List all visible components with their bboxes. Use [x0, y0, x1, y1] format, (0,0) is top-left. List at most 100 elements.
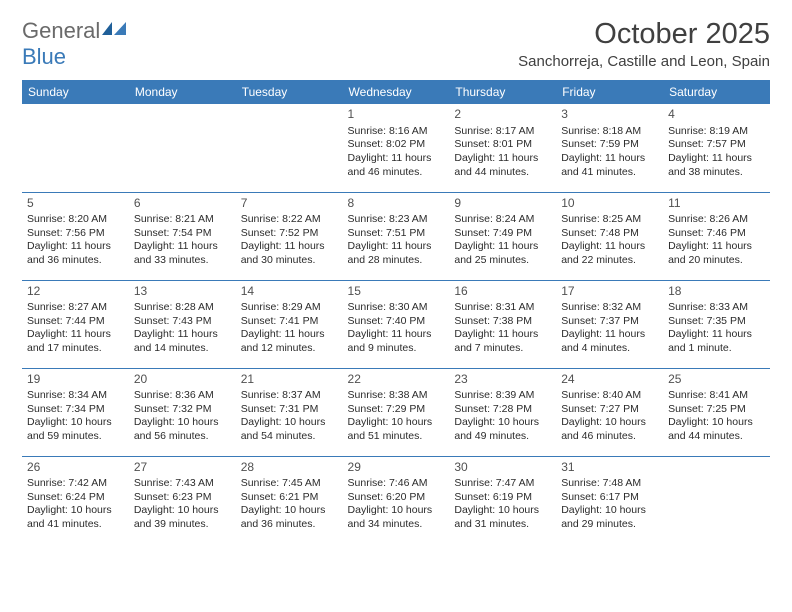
location-subtitle: Sanchorreja, Castille and Leon, Spain [518, 53, 770, 70]
day-number: 7 [241, 196, 338, 212]
calendar-day-cell: 2Sunrise: 8:17 AMSunset: 8:01 PMDaylight… [449, 104, 556, 192]
calendar-day-cell: 30Sunrise: 7:47 AMSunset: 6:19 PMDayligh… [449, 456, 556, 544]
month-title: October 2025 [518, 18, 770, 51]
day-number: 29 [348, 460, 445, 476]
sunset-line: Sunset: 7:25 PM [668, 403, 765, 417]
calendar-week-row: 12Sunrise: 8:27 AMSunset: 7:44 PMDayligh… [22, 280, 770, 368]
sunrise-line: Sunrise: 8:38 AM [348, 389, 445, 403]
sunset-line: Sunset: 7:54 PM [134, 227, 231, 241]
sunrise-line: Sunrise: 7:42 AM [27, 477, 124, 491]
calendar-day-cell: 4Sunrise: 8:19 AMSunset: 7:57 PMDaylight… [663, 104, 770, 192]
sunset-line: Sunset: 7:32 PM [134, 403, 231, 417]
sunset-line: Sunset: 7:46 PM [668, 227, 765, 241]
calendar-day-cell: 24Sunrise: 8:40 AMSunset: 7:27 PMDayligh… [556, 368, 663, 456]
daylight-line: Daylight: 11 hours and 17 minutes. [27, 328, 124, 355]
daylight-line: Daylight: 11 hours and 30 minutes. [241, 240, 338, 267]
day-number: 16 [454, 284, 551, 300]
sunrise-line: Sunrise: 8:19 AM [668, 125, 765, 139]
sunset-line: Sunset: 7:41 PM [241, 315, 338, 329]
sunset-line: Sunset: 7:40 PM [348, 315, 445, 329]
daylight-line: Daylight: 11 hours and 33 minutes. [134, 240, 231, 267]
day-number: 27 [134, 460, 231, 476]
daylight-line: Daylight: 11 hours and 36 minutes. [27, 240, 124, 267]
calendar-day-cell: 15Sunrise: 8:30 AMSunset: 7:40 PMDayligh… [343, 280, 450, 368]
sunrise-line: Sunrise: 8:36 AM [134, 389, 231, 403]
day-header: Saturday [663, 80, 770, 104]
calendar-day-cell: 22Sunrise: 8:38 AMSunset: 7:29 PMDayligh… [343, 368, 450, 456]
logo-text: General Blue [22, 18, 128, 70]
daylight-line: Daylight: 11 hours and 46 minutes. [348, 152, 445, 179]
calendar-table: SundayMondayTuesdayWednesdayThursdayFrid… [22, 80, 770, 544]
daylight-line: Daylight: 10 hours and 31 minutes. [454, 504, 551, 531]
calendar-day-cell: 26Sunrise: 7:42 AMSunset: 6:24 PMDayligh… [22, 456, 129, 544]
sunrise-line: Sunrise: 8:26 AM [668, 213, 765, 227]
daylight-line: Daylight: 11 hours and 12 minutes. [241, 328, 338, 355]
sunrise-line: Sunrise: 7:48 AM [561, 477, 658, 491]
day-number: 28 [241, 460, 338, 476]
day-number: 26 [27, 460, 124, 476]
calendar-day-cell: 12Sunrise: 8:27 AMSunset: 7:44 PMDayligh… [22, 280, 129, 368]
calendar-empty-cell [129, 104, 236, 192]
daylight-line: Daylight: 10 hours and 56 minutes. [134, 416, 231, 443]
daylight-line: Daylight: 10 hours and 51 minutes. [348, 416, 445, 443]
daylight-line: Daylight: 11 hours and 9 minutes. [348, 328, 445, 355]
calendar-day-cell: 7Sunrise: 8:22 AMSunset: 7:52 PMDaylight… [236, 192, 343, 280]
sunset-line: Sunset: 7:27 PM [561, 403, 658, 417]
daylight-line: Daylight: 11 hours and 14 minutes. [134, 328, 231, 355]
calendar-day-cell: 16Sunrise: 8:31 AMSunset: 7:38 PMDayligh… [449, 280, 556, 368]
sunset-line: Sunset: 6:20 PM [348, 491, 445, 505]
day-header: Friday [556, 80, 663, 104]
sunset-line: Sunset: 7:57 PM [668, 138, 765, 152]
sunrise-line: Sunrise: 8:33 AM [668, 301, 765, 315]
day-number: 19 [27, 372, 124, 388]
calendar-day-cell: 20Sunrise: 8:36 AMSunset: 7:32 PMDayligh… [129, 368, 236, 456]
sunset-line: Sunset: 7:43 PM [134, 315, 231, 329]
sunrise-line: Sunrise: 8:37 AM [241, 389, 338, 403]
calendar-empty-cell [236, 104, 343, 192]
sunrise-line: Sunrise: 8:32 AM [561, 301, 658, 315]
calendar-day-cell: 29Sunrise: 7:46 AMSunset: 6:20 PMDayligh… [343, 456, 450, 544]
sunset-line: Sunset: 7:31 PM [241, 403, 338, 417]
calendar-day-cell: 3Sunrise: 8:18 AMSunset: 7:59 PMDaylight… [556, 104, 663, 192]
daylight-line: Daylight: 11 hours and 41 minutes. [561, 152, 658, 179]
daylight-line: Daylight: 10 hours and 36 minutes. [241, 504, 338, 531]
sunset-line: Sunset: 7:56 PM [27, 227, 124, 241]
sunrise-line: Sunrise: 8:17 AM [454, 125, 551, 139]
sunrise-line: Sunrise: 8:39 AM [454, 389, 551, 403]
sunset-line: Sunset: 7:37 PM [561, 315, 658, 329]
sunrise-line: Sunrise: 8:40 AM [561, 389, 658, 403]
sunrise-line: Sunrise: 7:47 AM [454, 477, 551, 491]
calendar-day-cell: 5Sunrise: 8:20 AMSunset: 7:56 PMDaylight… [22, 192, 129, 280]
calendar-day-cell: 13Sunrise: 8:28 AMSunset: 7:43 PMDayligh… [129, 280, 236, 368]
logo-word1: General [22, 18, 100, 43]
daylight-line: Daylight: 11 hours and 1 minute. [668, 328, 765, 355]
day-header: Thursday [449, 80, 556, 104]
sunset-line: Sunset: 7:51 PM [348, 227, 445, 241]
daylight-line: Daylight: 10 hours and 49 minutes. [454, 416, 551, 443]
calendar-day-cell: 17Sunrise: 8:32 AMSunset: 7:37 PMDayligh… [556, 280, 663, 368]
daylight-line: Daylight: 10 hours and 44 minutes. [668, 416, 765, 443]
day-number: 1 [348, 107, 445, 123]
day-number: 23 [454, 372, 551, 388]
daylight-line: Daylight: 10 hours and 46 minutes. [561, 416, 658, 443]
calendar-day-cell: 6Sunrise: 8:21 AMSunset: 7:54 PMDaylight… [129, 192, 236, 280]
calendar-day-cell: 18Sunrise: 8:33 AMSunset: 7:35 PMDayligh… [663, 280, 770, 368]
daylight-line: Daylight: 10 hours and 54 minutes. [241, 416, 338, 443]
daylight-line: Daylight: 10 hours and 39 minutes. [134, 504, 231, 531]
day-number: 17 [561, 284, 658, 300]
day-number: 31 [561, 460, 658, 476]
sunset-line: Sunset: 7:28 PM [454, 403, 551, 417]
sunrise-line: Sunrise: 8:24 AM [454, 213, 551, 227]
sunset-line: Sunset: 7:59 PM [561, 138, 658, 152]
daylight-line: Daylight: 11 hours and 44 minutes. [454, 152, 551, 179]
calendar-day-cell: 10Sunrise: 8:25 AMSunset: 7:48 PMDayligh… [556, 192, 663, 280]
daylight-line: Daylight: 11 hours and 20 minutes. [668, 240, 765, 267]
day-number: 11 [668, 196, 765, 212]
calendar-day-cell: 25Sunrise: 8:41 AMSunset: 7:25 PMDayligh… [663, 368, 770, 456]
calendar-day-cell: 9Sunrise: 8:24 AMSunset: 7:49 PMDaylight… [449, 192, 556, 280]
calendar-day-cell: 8Sunrise: 8:23 AMSunset: 7:51 PMDaylight… [343, 192, 450, 280]
day-number: 15 [348, 284, 445, 300]
daylight-line: Daylight: 11 hours and 7 minutes. [454, 328, 551, 355]
sunset-line: Sunset: 8:02 PM [348, 138, 445, 152]
calendar-day-cell: 28Sunrise: 7:45 AMSunset: 6:21 PMDayligh… [236, 456, 343, 544]
